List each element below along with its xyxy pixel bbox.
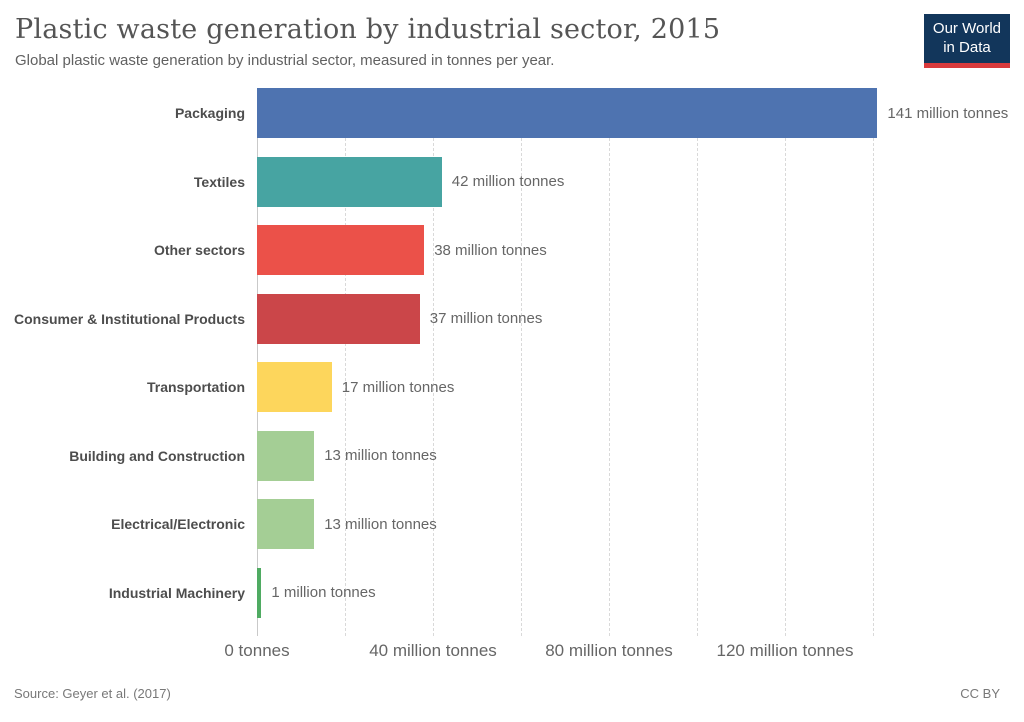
bar-textiles[interactable] [257, 156, 442, 207]
x-tick-label: 80 million tonnes [545, 641, 673, 660]
bar-other-sectors[interactable] [257, 225, 425, 275]
bar-electrical-electronic[interactable] [257, 499, 315, 549]
bar-row: Textiles 42 million tonnes [0, 147, 1024, 216]
bar-category-label: Building and Construction [69, 447, 245, 464]
bar-row: Electrical/Electronic 13 million tonnes [0, 490, 1024, 559]
gridline [697, 88, 698, 636]
bar-transportation[interactable] [257, 362, 332, 412]
bar-packaging[interactable] [257, 88, 878, 138]
chart-subtitle: Global plastic waste generation by indus… [15, 52, 555, 69]
bar-row: Transportation 17 million tonnes [0, 353, 1024, 422]
chart-header: Plastic waste generation by industrial s… [15, 14, 1010, 69]
gridline [345, 88, 346, 636]
bar-industrial-machinery[interactable] [257, 567, 262, 618]
bar-category-label: Transportation [146, 379, 245, 395]
bar-value-label: 42 million tonnes [451, 173, 565, 190]
bar-value-label: 17 million tonnes [341, 378, 455, 396]
x-tick-label: 40 million tonnes [369, 641, 497, 660]
bar-value-label: 37 million tonnes [429, 310, 543, 327]
bar-value-label: 38 million tonnes [434, 241, 547, 259]
owid-logo[interactable]: Our World in Data [923, 14, 1010, 68]
bar-rows: Packaging 141 million tonnes Textiles 42 mi… [0, 79, 1024, 627]
bar-row: Consumer & Institutional Products 37 mill… [0, 284, 1024, 353]
bar-category-label: Consumer & Institutional Products [13, 310, 245, 327]
gridline [785, 88, 786, 636]
x-tick-label: 0 tonnes [224, 641, 290, 660]
page-title: Plastic waste generation by industrial s… [15, 14, 721, 45]
bar-category-label: Industrial Machinery [108, 584, 245, 601]
gridline [521, 88, 522, 636]
bar-value-label: 1 million tonnes [271, 584, 376, 601]
bar-category-label: Electrical/Electronic [111, 516, 245, 532]
bar-row: Packaging 141 million tonnes [0, 79, 1024, 148]
bar-value-label: 13 million tonnes [324, 447, 437, 464]
bar-row: Industrial Machinery 1 million tonnes [0, 558, 1024, 627]
bar-row: Building and Construction 13 million tonn… [0, 421, 1024, 490]
source-note: Source: Geyer et al. (2017) [14, 686, 171, 701]
bar-row: Other sectors 38 million tonnes [0, 216, 1024, 285]
logo-line-2: in Data [943, 38, 991, 56]
chart-footer: Source: Geyer et al. (2017) CC BY [14, 686, 1000, 701]
bar-category-label: Textiles [193, 173, 245, 190]
bar-value-label: 13 million tonnes [324, 515, 437, 533]
bar-building-and-construction[interactable] [257, 430, 315, 481]
logo-line-1: Our World [932, 20, 1001, 37]
bar-category-label: Other sectors [153, 242, 245, 258]
gridline [873, 88, 874, 636]
bar-consumer-institutional-products[interactable] [257, 293, 420, 344]
x-axis: 0 tonnes 40 million tonnes 80 million tonn… [0, 641, 1024, 665]
gridline [433, 88, 434, 636]
bar-value-label: 141 million tonnes [887, 104, 1009, 122]
x-tick-label: 120 million tonnes [716, 641, 854, 660]
license-badge[interactable]: CC BY [960, 686, 1000, 701]
gridline [609, 88, 610, 636]
bar-category-label: Packaging [174, 105, 245, 121]
